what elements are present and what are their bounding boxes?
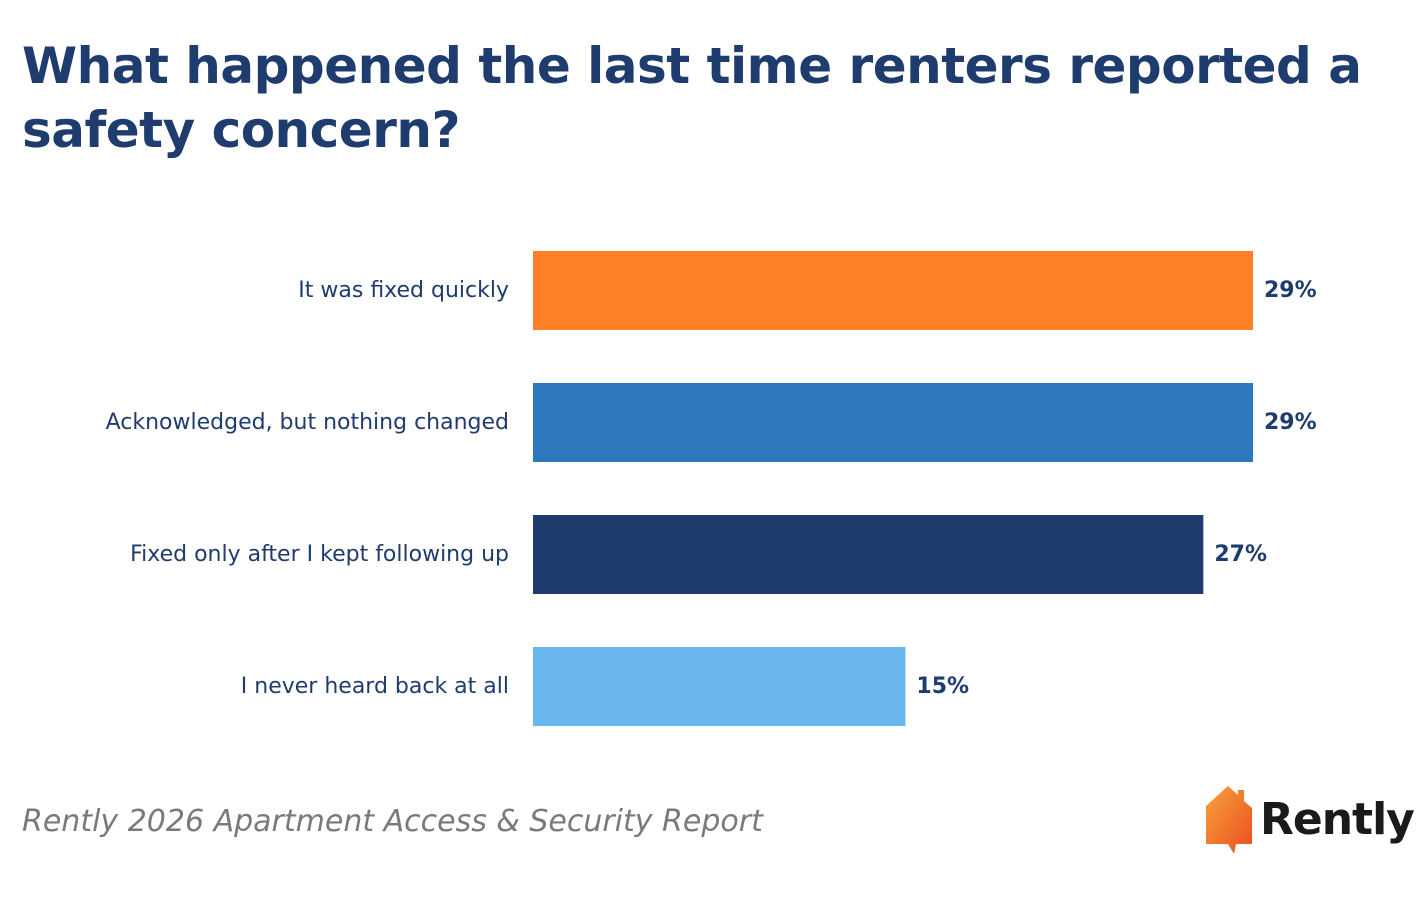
bar bbox=[533, 647, 906, 726]
house-icon bbox=[1206, 786, 1252, 854]
category-label: Fixed only after I kept following up bbox=[130, 542, 509, 567]
data-label: 29% bbox=[1264, 278, 1317, 303]
bar bbox=[533, 515, 1204, 594]
chart-title: What happened the last time renters repo… bbox=[22, 37, 1362, 159]
category-label: Acknowledged, but nothing changed bbox=[106, 410, 509, 435]
category-label: I never heard back at all bbox=[241, 674, 509, 699]
data-label: 27% bbox=[1214, 542, 1267, 567]
bar bbox=[533, 383, 1253, 462]
source-caption: Rently 2026 Apartment Access & Security … bbox=[22, 804, 763, 839]
brand-name: Rently bbox=[1260, 793, 1415, 845]
bar bbox=[533, 251, 1253, 330]
data-label: 29% bbox=[1264, 410, 1317, 435]
data-label: 15% bbox=[916, 674, 969, 699]
rently-logo: Rently bbox=[1204, 782, 1415, 856]
category-label: It was fixed quickly bbox=[298, 278, 509, 303]
